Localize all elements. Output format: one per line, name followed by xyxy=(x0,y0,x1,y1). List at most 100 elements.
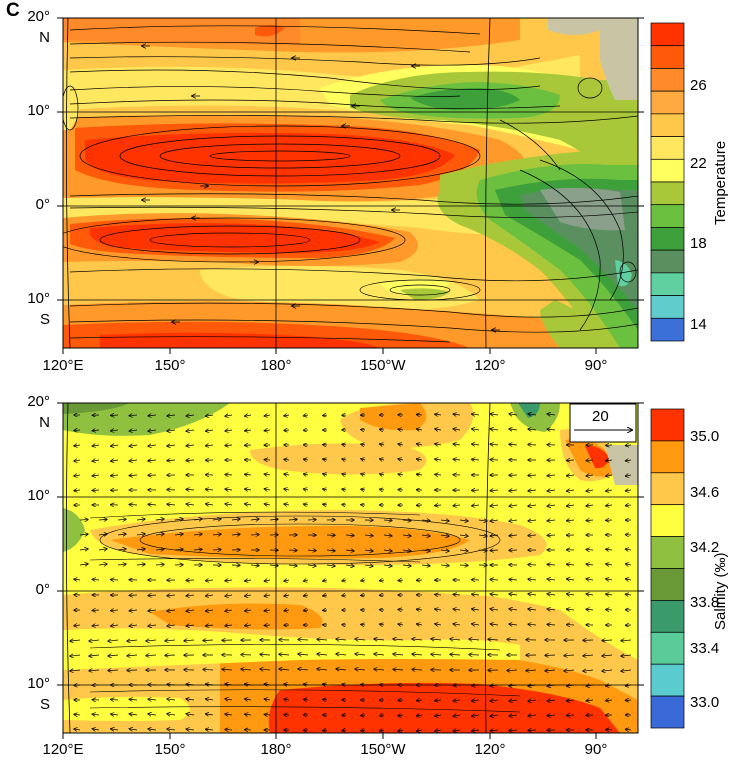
colorbar-swatch xyxy=(650,504,685,537)
velocity-arrow xyxy=(586,520,594,521)
colorbar-swatch xyxy=(650,631,685,665)
velocity-arrow xyxy=(606,579,613,580)
velocity-arrow xyxy=(421,550,430,551)
velocity-arrow xyxy=(547,505,556,506)
velocity-arrow xyxy=(304,415,309,416)
velocity-arrow xyxy=(490,414,499,415)
colorbar-swatch xyxy=(650,663,685,697)
velocity-arrow xyxy=(174,534,183,535)
velocity-arrow xyxy=(490,609,499,610)
velocity-arrow xyxy=(206,714,214,715)
velocity-arrow xyxy=(586,594,594,595)
velocity-arrow xyxy=(284,610,290,611)
velocity-arrow xyxy=(435,414,442,415)
velocity-arrow xyxy=(326,565,335,566)
velocity-arrow xyxy=(129,729,138,730)
velocity-arrow xyxy=(412,669,423,670)
velocity-arrow xyxy=(472,444,480,445)
velocity-arrow xyxy=(490,624,499,625)
velocity-arrow xyxy=(245,610,252,611)
velocity-arrow xyxy=(488,639,499,640)
velocity-arrow xyxy=(490,594,499,595)
velocity-arrow xyxy=(186,489,195,490)
velocity-arrow xyxy=(167,625,176,626)
velocity-arrow xyxy=(342,459,347,460)
velocity-arrow xyxy=(225,415,233,416)
colorbar-swatch xyxy=(650,68,685,92)
velocity-arrow xyxy=(567,715,575,716)
velocity-arrow xyxy=(361,580,366,581)
velocity-arrow xyxy=(586,460,594,461)
velocity-arrow xyxy=(417,730,423,731)
velocity-arrow xyxy=(393,654,404,655)
velocity-arrow xyxy=(528,475,537,476)
velocity-arrow xyxy=(304,610,309,611)
velocity-arrow xyxy=(298,639,309,640)
ticks-bottom xyxy=(57,402,644,739)
velocity-arrow xyxy=(547,594,556,595)
velocity-arrow xyxy=(74,579,81,580)
velocity-arrow xyxy=(509,535,518,536)
velocity-arrow xyxy=(264,430,271,431)
velocity-arrow xyxy=(92,490,100,491)
sal-cb-label-35-0: 35.0 xyxy=(690,428,720,445)
velocity-arrow xyxy=(469,639,480,640)
velocity-arrow xyxy=(528,715,537,716)
velocity-arrow xyxy=(528,609,537,610)
salinity-map xyxy=(63,403,638,733)
velocity-arrow xyxy=(361,624,366,625)
velocity-arrow xyxy=(74,729,81,730)
velocity-arrow xyxy=(606,564,613,565)
velocity-arrow xyxy=(206,699,214,700)
salinity-colorbar-title: Salinity (‰) xyxy=(712,552,729,630)
velocity-arrow xyxy=(621,655,632,656)
velocity-arrow xyxy=(245,714,252,715)
bottom-xtick-120: 120° xyxy=(474,741,506,758)
velocity-arrow xyxy=(547,520,556,521)
velocity-arrow xyxy=(174,549,183,550)
colorbar-swatch xyxy=(650,317,685,342)
sal-cb-label-34-2: 34.2 xyxy=(690,539,720,556)
velocity-arrow xyxy=(186,729,195,730)
velocity-arrow xyxy=(478,535,487,536)
velocity-arrow xyxy=(417,474,423,475)
velocity-arrow xyxy=(146,655,157,656)
velocity-arrow xyxy=(206,625,214,626)
velocity-arrow xyxy=(374,639,385,640)
velocity-arrow xyxy=(602,640,613,641)
velocity-arrow xyxy=(98,564,107,565)
velocity-arrow xyxy=(206,729,214,730)
velocity-arrow xyxy=(206,504,214,505)
velocity-arrow xyxy=(307,550,316,551)
velocity-arrow xyxy=(279,654,290,655)
velocity-arrow xyxy=(435,429,442,430)
velocity-arrow xyxy=(117,549,126,550)
bottom-xtick-150: 150° xyxy=(154,741,186,758)
velocity-arrow xyxy=(528,594,537,595)
velocity-arrow xyxy=(547,624,556,625)
velocity-arrow xyxy=(509,624,518,625)
velocity-arrow xyxy=(269,519,278,520)
velocity-arrow xyxy=(264,714,271,715)
velocity-arrow xyxy=(231,519,240,520)
velocity-arrow xyxy=(129,625,138,626)
velocity-arrow xyxy=(440,535,449,536)
velocity-arrow xyxy=(148,460,157,461)
velocity-arrow xyxy=(225,714,233,715)
top-xtick-120e: 120°E xyxy=(42,357,84,374)
velocity-arrow xyxy=(342,489,347,490)
velocity-arrow xyxy=(547,429,556,430)
velocity-arrow xyxy=(155,549,164,550)
velocity-arrow xyxy=(74,714,81,715)
bottom-ytick-10n: 10° xyxy=(27,487,50,504)
velocity-arrow xyxy=(186,625,195,626)
velocity-arrow xyxy=(398,444,404,445)
bottom-xtick-180: 180° xyxy=(260,741,292,758)
vector-field-bottom xyxy=(89,511,521,713)
velocity-arrow xyxy=(453,505,461,506)
velocity-arrow xyxy=(186,714,195,715)
panel-label: C xyxy=(6,0,20,21)
velocity-arrow xyxy=(431,639,442,640)
velocity-arrow xyxy=(136,549,145,550)
